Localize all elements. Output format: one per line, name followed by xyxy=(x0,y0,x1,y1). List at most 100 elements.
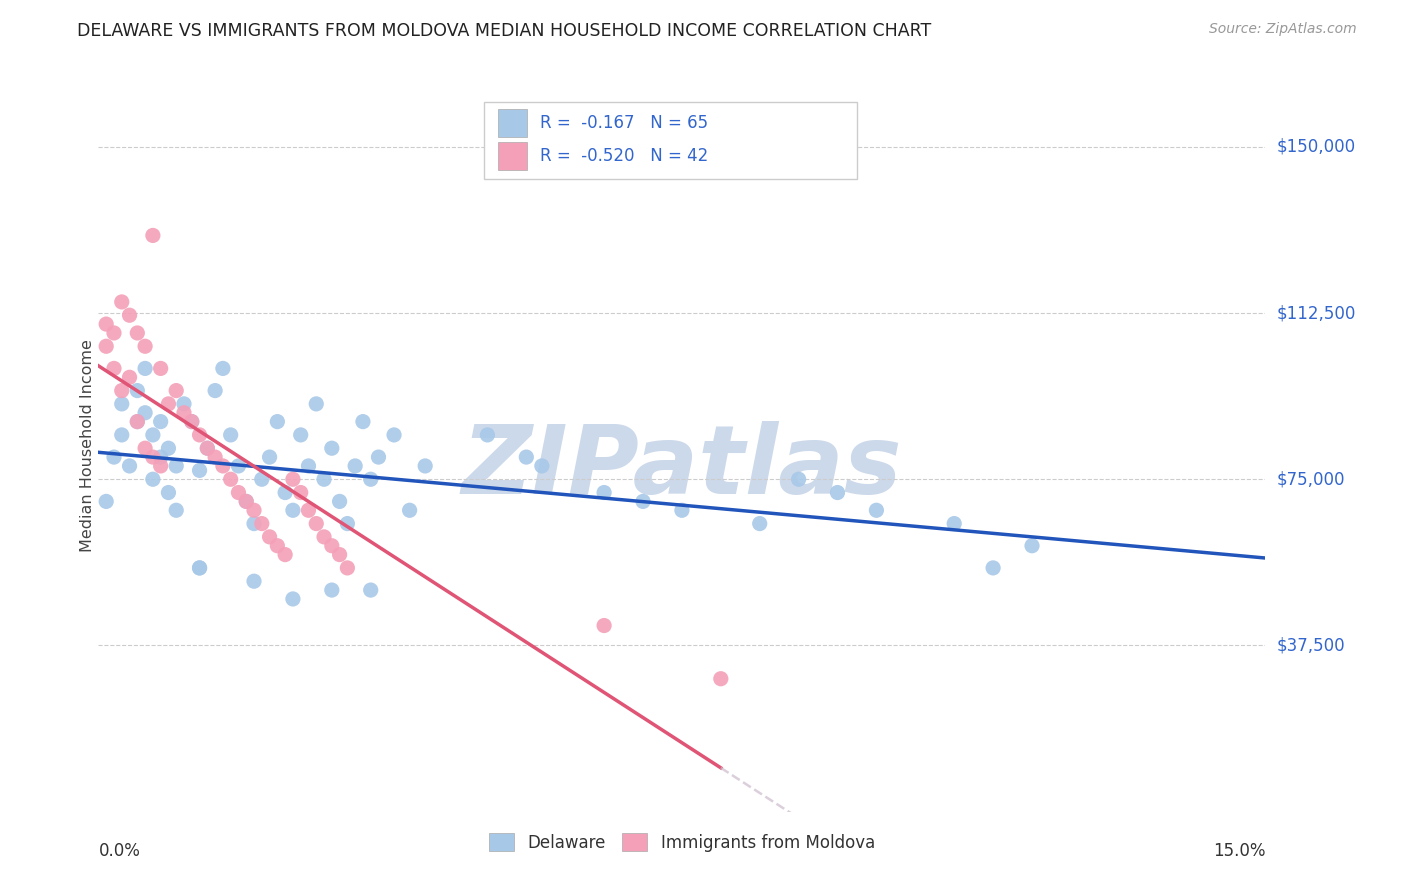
Point xyxy=(398,503,420,517)
Point xyxy=(157,397,180,411)
Point xyxy=(157,441,180,455)
Point xyxy=(173,406,195,420)
Point xyxy=(228,485,250,500)
Point xyxy=(127,326,149,340)
Point xyxy=(127,415,149,429)
Point xyxy=(180,415,202,429)
Point xyxy=(103,326,125,340)
Point xyxy=(204,450,226,464)
Point xyxy=(165,503,187,517)
Text: DELAWARE VS IMMIGRANTS FROM MOLDOVA MEDIAN HOUSEHOLD INCOME CORRELATION CHART: DELAWARE VS IMMIGRANTS FROM MOLDOVA MEDI… xyxy=(77,22,932,40)
Point xyxy=(188,463,211,477)
FancyBboxPatch shape xyxy=(498,109,527,136)
Point xyxy=(142,472,165,486)
Point xyxy=(103,450,125,464)
Point xyxy=(111,428,134,442)
Point xyxy=(134,339,156,353)
Text: R =  -0.167   N = 65: R = -0.167 N = 65 xyxy=(540,113,707,132)
Point xyxy=(212,458,235,473)
Point xyxy=(127,415,149,429)
Point xyxy=(188,561,211,575)
Text: $75,000: $75,000 xyxy=(1277,470,1346,488)
Point xyxy=(142,450,165,464)
Point xyxy=(96,494,118,508)
Point xyxy=(710,672,733,686)
Point xyxy=(235,494,257,508)
Point xyxy=(336,516,359,531)
Point xyxy=(96,339,118,353)
Point xyxy=(477,428,499,442)
Point xyxy=(173,397,195,411)
Point xyxy=(305,397,328,411)
Point xyxy=(195,441,218,455)
Point xyxy=(631,494,654,508)
Point xyxy=(360,472,382,486)
Legend: Delaware, Immigrants from Moldova: Delaware, Immigrants from Moldova xyxy=(482,826,882,858)
Point xyxy=(243,503,266,517)
Point xyxy=(111,384,134,398)
FancyBboxPatch shape xyxy=(498,143,527,170)
Point xyxy=(165,458,187,473)
Point xyxy=(290,485,312,500)
Point xyxy=(329,548,352,562)
Point xyxy=(266,539,288,553)
Point xyxy=(281,503,304,517)
Point xyxy=(321,583,343,598)
Point xyxy=(134,406,156,420)
Point xyxy=(1021,539,1043,553)
Point xyxy=(827,485,849,500)
Text: ZIPatlas: ZIPatlas xyxy=(461,421,903,515)
Point xyxy=(118,458,141,473)
Point xyxy=(142,228,165,243)
Text: Source: ZipAtlas.com: Source: ZipAtlas.com xyxy=(1209,22,1357,37)
Point xyxy=(111,294,134,309)
Point xyxy=(593,618,616,632)
Text: $37,500: $37,500 xyxy=(1277,637,1346,655)
Point xyxy=(228,458,250,473)
Point xyxy=(250,472,273,486)
Point xyxy=(593,485,616,500)
Point xyxy=(149,450,172,464)
Point xyxy=(329,494,352,508)
Point xyxy=(127,384,149,398)
Point xyxy=(281,472,304,486)
Point xyxy=(259,450,281,464)
Point xyxy=(981,561,1004,575)
Text: 15.0%: 15.0% xyxy=(1213,842,1265,860)
Point xyxy=(235,494,257,508)
Text: R =  -0.520   N = 42: R = -0.520 N = 42 xyxy=(540,147,707,165)
Point xyxy=(312,530,335,544)
Point xyxy=(344,458,367,473)
Point xyxy=(96,317,118,331)
Point xyxy=(274,548,297,562)
Point xyxy=(118,370,141,384)
Point xyxy=(149,361,172,376)
Point xyxy=(149,415,172,429)
Point xyxy=(671,503,693,517)
Point xyxy=(290,428,312,442)
Point xyxy=(865,503,887,517)
Point xyxy=(219,428,242,442)
Point xyxy=(111,397,134,411)
Point xyxy=(157,485,180,500)
Point xyxy=(188,428,211,442)
Point xyxy=(943,516,966,531)
Point xyxy=(787,472,810,486)
Point xyxy=(188,561,211,575)
Point xyxy=(515,450,537,464)
Point xyxy=(165,384,187,398)
Point xyxy=(243,516,266,531)
Point xyxy=(336,561,359,575)
Point xyxy=(382,428,405,442)
Point xyxy=(266,415,288,429)
Point xyxy=(103,361,125,376)
Point xyxy=(321,539,343,553)
Point xyxy=(367,450,389,464)
Point xyxy=(134,441,156,455)
Point xyxy=(180,415,202,429)
Point xyxy=(134,361,156,376)
Point xyxy=(312,472,335,486)
Point xyxy=(250,516,273,531)
Point xyxy=(195,441,218,455)
Point xyxy=(360,583,382,598)
